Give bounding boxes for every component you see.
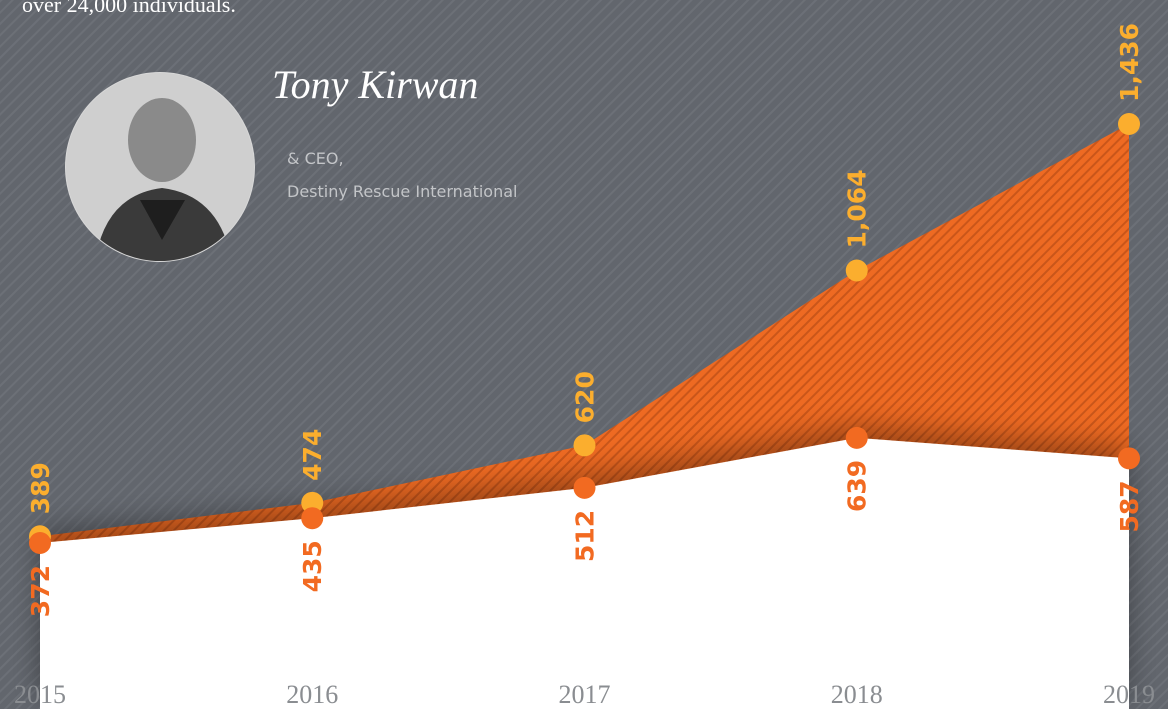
value-label: 620	[571, 371, 600, 423]
x-tick-label: 2018	[831, 680, 883, 709]
data-point	[573, 476, 596, 499]
value-label: 587	[1115, 480, 1144, 532]
x-tick-label: 2019	[1103, 680, 1155, 709]
data-point	[1118, 113, 1140, 135]
data-point	[573, 434, 596, 457]
data-point	[301, 507, 324, 530]
x-tick-label: 2016	[286, 680, 338, 709]
role: & CEO,	[287, 149, 344, 168]
photo	[66, 73, 254, 261]
x-tick-label: 2017	[559, 680, 611, 709]
data-point	[301, 491, 324, 514]
value-label: 1,064	[843, 169, 872, 248]
organization: Destiny Rescue International	[287, 182, 517, 201]
value-label: 435	[298, 540, 327, 592]
signature: Tony Kirwan	[272, 62, 478, 107]
value-label: 372	[26, 565, 55, 617]
data-point	[1118, 447, 1140, 470]
lower-area	[40, 437, 1129, 709]
value-label: 1,436	[1115, 23, 1144, 102]
data-point	[845, 259, 868, 282]
value-label: 512	[571, 510, 600, 562]
portrait	[65, 72, 255, 262]
x-tick-label: 2015	[14, 680, 66, 709]
data-point	[845, 426, 868, 449]
value-label: 389	[26, 462, 55, 514]
value-label: 474	[298, 429, 327, 481]
data-point	[29, 532, 51, 554]
intro-text: over 24,000 individuals.	[22, 0, 236, 17]
value-label: 639	[843, 460, 872, 512]
